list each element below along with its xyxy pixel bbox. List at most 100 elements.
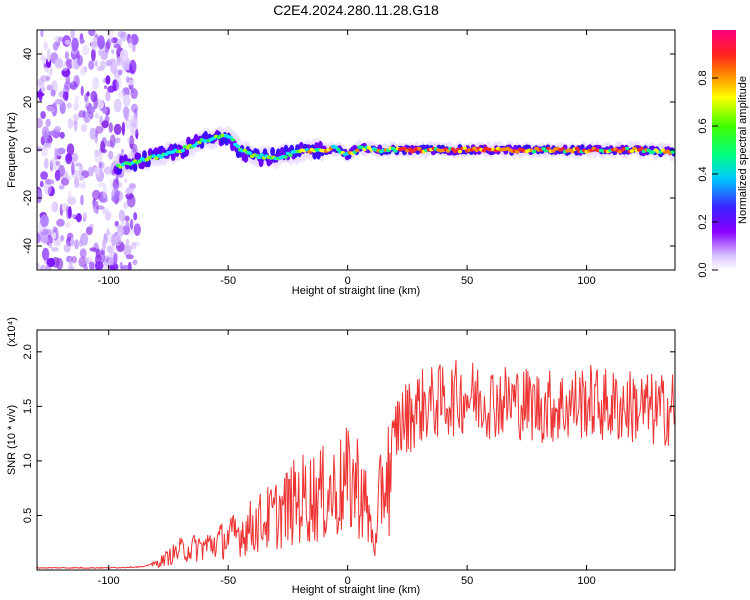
spectrogram-ridge-core [625, 146, 630, 151]
x-tick-label: 100 [577, 275, 595, 287]
spectrogram-ridge-core [154, 156, 159, 160]
spectrogram-noise-blob [110, 62, 118, 74]
x-tick-label: 50 [461, 575, 473, 587]
spectrogram-noise-blob [43, 181, 52, 195]
spectrogram-noise-blob [74, 94, 80, 104]
spectrogram-noise-blob [71, 213, 76, 219]
spectrogram-noise-blob [66, 255, 73, 263]
spectrogram-noise-blob [132, 241, 141, 247]
spectrogram-noise-blob [127, 37, 133, 49]
spectrogram-noise-blob [108, 37, 115, 45]
spectrogram-noise-blob [41, 238, 49, 244]
spectrogram-noise-blob [111, 49, 115, 54]
spectrogram-ridge-core [247, 151, 252, 155]
spectrogram-noise-blob [54, 98, 64, 105]
x-tick-label: 100 [577, 575, 595, 587]
spectrogram-noise-blob [89, 247, 97, 252]
spectrogram-noise-blob [113, 252, 118, 267]
y-tick-label: 1.0 [22, 453, 34, 468]
x-tick-label: -50 [220, 575, 236, 587]
spectrogram-noise-blob [132, 43, 136, 53]
spectrogram-noise-blob [121, 121, 125, 136]
spectrogram-noise-blob [133, 223, 141, 236]
spectrogram-noise-blob [82, 212, 87, 220]
spectrogram-ridge-core [531, 149, 537, 154]
colorbar-tick-label: 0.2 [697, 214, 709, 229]
spectrogram-noise-blob [89, 127, 96, 140]
spectrogram-noise-blob [104, 210, 112, 221]
spectrogram-noise-blob [103, 166, 113, 175]
spectrogram-noise-blob [94, 112, 100, 119]
spectrogram-noise-blob [50, 89, 56, 97]
spectrogram-noise-blob [114, 137, 121, 144]
spectrogram-y-ticks: -40 -20 0 20 40 [22, 48, 675, 254]
spectrogram-noise-blob [95, 266, 101, 270]
y-tick-label: 20 [22, 96, 34, 108]
colorbar-ticks: 0.0 0.2 0.4 0.6 0.8 [697, 70, 718, 278]
spectrogram-noise-blob [113, 98, 122, 113]
spectrogram-ridge-body [140, 160, 146, 170]
spectrogram-noise-blob [106, 244, 115, 254]
spectrogram-ridge-core [457, 149, 463, 154]
spectrogram-noise-blob [80, 123, 88, 133]
spectrogram-noise-blob [58, 36, 64, 42]
spectrogram-noise-blob [98, 161, 105, 170]
spectrogram-noise-blob [51, 247, 59, 252]
spectrogram-noise-blob [73, 75, 80, 88]
spectrogram-noise-blob [40, 86, 46, 93]
spectrogram-noise-blob [91, 48, 96, 62]
spectrogram-noise-blob [91, 37, 98, 51]
spectrogram-noise-blob [57, 164, 66, 177]
colorbar-tick-label: 0.4 [697, 166, 709, 181]
spectrogram-noise-blob [73, 118, 78, 132]
spectrogram-noise-blob [102, 106, 108, 114]
spectrogram-noise-blob [113, 123, 122, 135]
snr-series-line [36, 359, 675, 570]
spectrogram-noise-blob [79, 65, 86, 76]
spectrogram-noise-blob [52, 232, 57, 240]
spectrogram-noise-blob [88, 60, 95, 70]
spectrogram-noise-blob [112, 179, 120, 191]
spectrogram-noise-blob [113, 43, 121, 49]
spectrogram-noise-blob [79, 248, 87, 259]
spectrogram-noise-blob [46, 48, 51, 63]
spectrogram-noise-blob [93, 166, 100, 175]
spectrogram-noise-blob [93, 95, 98, 110]
spectrogram-noise-blob [118, 90, 125, 99]
x-tick-label: 0 [345, 275, 351, 287]
spectrogram-noise-blob [59, 170, 68, 180]
spectrogram-noise-blob [121, 264, 130, 270]
spectrogram-noise-blob [45, 76, 51, 81]
spectrogram-noise-blob [70, 152, 79, 163]
spectrogram-noise-blob [83, 263, 88, 270]
spectrogram-noise-blob [64, 51, 69, 60]
spectrogram-noise-blob [117, 30, 126, 38]
spectrogram-ridge-core [257, 155, 262, 160]
spectrogram-noise-blob [39, 264, 46, 270]
spectrogram-noise-blob [62, 91, 69, 101]
spectrogram-noise-blob [70, 30, 75, 39]
spectrogram-noise-blob [129, 218, 134, 230]
spectrogram-ridge-body [142, 150, 147, 160]
spectrogram-noise-blob [121, 217, 125, 226]
spectrogram-noise-blob [66, 205, 70, 220]
spectrogram-noise-blob [132, 259, 138, 266]
spectrogram-noise-blob [100, 60, 106, 70]
spectrogram-noise-blob [125, 254, 134, 260]
spectrogram-noise-blob [70, 236, 74, 247]
spectrogram-ridge-core [230, 138, 236, 142]
spectrogram-noise-blob [45, 118, 51, 128]
spectrogram-noise-blob [97, 35, 105, 50]
spectrogram-noise-blob [56, 218, 65, 227]
spectrogram-noise-blob [39, 180, 44, 188]
spectrogram-noise-blob [71, 37, 79, 52]
spectrogram-noise-blob [105, 59, 112, 67]
spectrogram-noise-blob [52, 41, 59, 51]
x-tick-label: -50 [220, 275, 236, 287]
spectrogram-noise-blob [41, 147, 48, 157]
spectrogram-noise-blob [130, 88, 138, 100]
spectrogram-ridge-core [159, 155, 164, 159]
spectrogram-ridge-core [118, 165, 123, 169]
spectrogram-noise-blob [94, 150, 103, 164]
spectrogram-noise-blob [67, 262, 74, 270]
